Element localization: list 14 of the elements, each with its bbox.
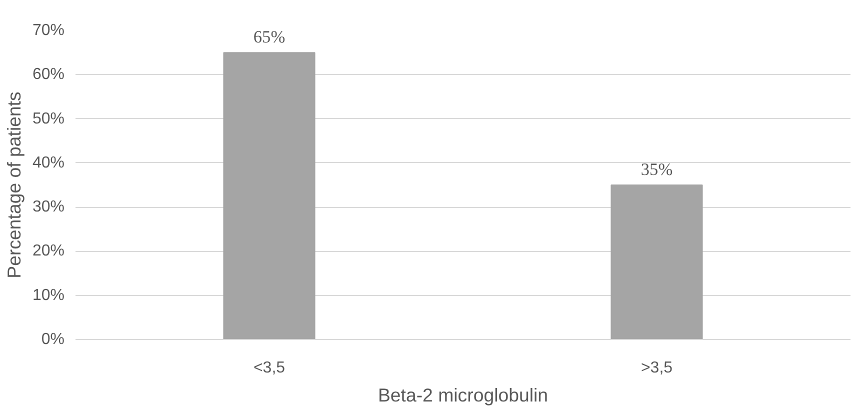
y-tick-label: 40% [32, 154, 65, 172]
data-label: 65% [253, 28, 286, 47]
x-tick-label: >3,5 [640, 360, 673, 376]
y-tick-label: 50% [32, 110, 65, 128]
y-tick-label: 10% [32, 286, 65, 304]
y-axis-title: Percentage of patients [3, 92, 24, 278]
x-tick-label: <3,5 [253, 360, 286, 376]
y-tick-label: 60% [32, 66, 65, 84]
x-axis-title: Beta-2 microglobulin [378, 384, 548, 406]
y-tick-label: 30% [32, 198, 65, 216]
y-tick-label: 20% [32, 242, 65, 260]
data-label: 35% [640, 160, 673, 179]
y-tick-label: 0% [41, 331, 64, 348]
y-tick-label: 70% [32, 22, 65, 39]
